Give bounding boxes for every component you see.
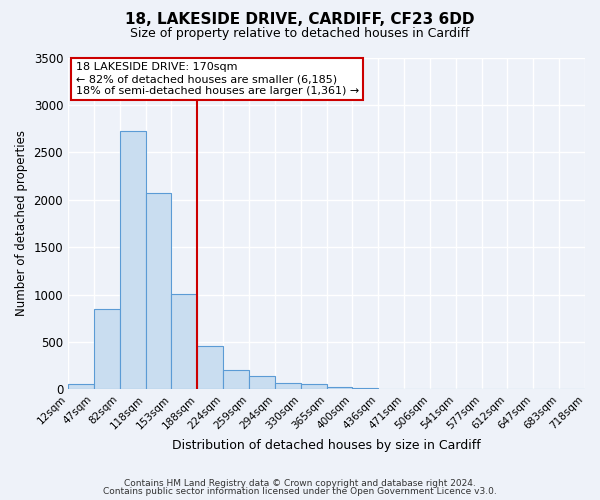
Bar	[146, 193, 172, 390]
Text: 18, LAKESIDE DRIVE, CARDIFF, CF23 6DD: 18, LAKESIDE DRIVE, CARDIFF, CF23 6DD	[125, 12, 475, 28]
Bar	[68, 384, 94, 390]
Bar	[223, 370, 249, 390]
Text: Contains public sector information licensed under the Open Government Licence v3: Contains public sector information licen…	[103, 487, 497, 496]
Bar	[352, 388, 378, 390]
Bar	[275, 384, 301, 390]
Bar	[301, 384, 326, 390]
Text: Size of property relative to detached houses in Cardiff: Size of property relative to detached ho…	[130, 28, 470, 40]
Text: 18 LAKESIDE DRIVE: 170sqm
← 82% of detached houses are smaller (6,185)
18% of se: 18 LAKESIDE DRIVE: 170sqm ← 82% of detac…	[76, 62, 359, 96]
Bar	[120, 130, 146, 390]
Bar	[249, 376, 275, 390]
Bar	[197, 346, 223, 390]
Bar	[172, 294, 197, 390]
Y-axis label: Number of detached properties: Number of detached properties	[15, 130, 28, 316]
Bar	[326, 386, 352, 390]
Bar	[94, 309, 120, 390]
X-axis label: Distribution of detached houses by size in Cardiff: Distribution of detached houses by size …	[172, 440, 481, 452]
Text: Contains HM Land Registry data © Crown copyright and database right 2024.: Contains HM Land Registry data © Crown c…	[124, 478, 476, 488]
